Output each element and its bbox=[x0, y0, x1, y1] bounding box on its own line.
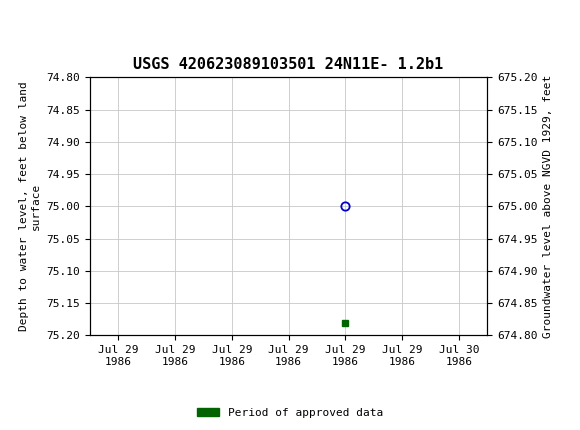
Y-axis label: Groundwater level above NGVD 1929, feet: Groundwater level above NGVD 1929, feet bbox=[543, 75, 553, 338]
Y-axis label: Depth to water level, feet below land
surface: Depth to water level, feet below land su… bbox=[19, 82, 41, 331]
Text: USGS: USGS bbox=[41, 9, 109, 29]
Text: ≡: ≡ bbox=[9, 5, 32, 34]
Legend: Period of approved data: Period of approved data bbox=[193, 403, 387, 422]
Title: USGS 420623089103501 24N11E- 1.2b1: USGS 420623089103501 24N11E- 1.2b1 bbox=[133, 57, 444, 72]
